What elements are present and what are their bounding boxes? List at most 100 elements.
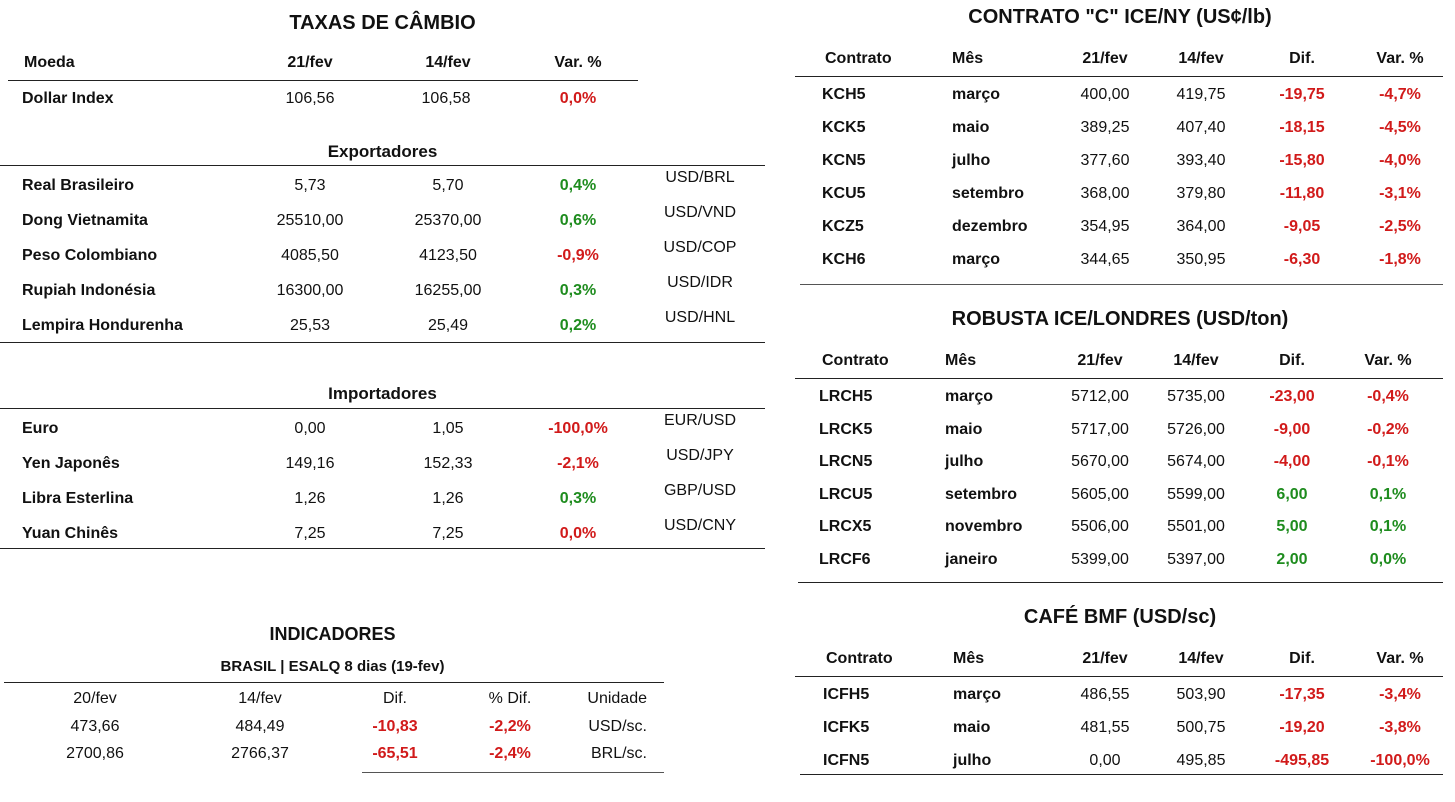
robusta-title: ROBUSTA ICE/LONDRES (USD/ton)	[951, 308, 1289, 330]
ice_ny-contract: KCN5	[822, 152, 866, 169]
robusta-var: -0,4%	[1367, 388, 1409, 405]
fx-import-bottom-rule	[0, 548, 765, 549]
robusta-v2: 5674,00	[1167, 453, 1225, 470]
fx-v1: 0,00	[294, 420, 326, 437]
robusta-v1: 5506,00	[1071, 518, 1129, 535]
robusta-v1: 5670,00	[1071, 453, 1129, 470]
robusta-v1: 5717,00	[1071, 420, 1129, 438]
fx-name: Euro	[22, 420, 59, 437]
robusta-var: 0,1%	[1369, 518, 1407, 535]
ind-dif: -10,83	[372, 718, 418, 735]
bmf-header-d1: 21/fev	[1082, 650, 1128, 667]
ice_ny-contract: KCK5	[822, 119, 866, 136]
robusta-contract: LRCH5	[819, 388, 873, 405]
robusta-contract: LRCN5	[819, 453, 873, 470]
indicadores-rule	[4, 682, 664, 683]
fx-v2: 1,26	[432, 490, 464, 507]
fx-export-bottom-rule	[0, 342, 765, 343]
robusta-header-contrato: Contrato	[822, 352, 889, 369]
bmf-contract: ICFH5	[823, 686, 870, 703]
fx-v2: 7,25	[432, 525, 464, 542]
bmf-header-dif: Dif.	[1289, 650, 1315, 667]
robusta-dif: -9,00	[1273, 420, 1311, 438]
bmf-header-var: Var. %	[1376, 650, 1424, 667]
robusta-month: maio	[945, 420, 983, 438]
robusta-dif: -23,00	[1269, 388, 1315, 405]
fx-pair: USD/BRL	[665, 169, 735, 186]
fx-exportadores-label: Exportadores	[327, 142, 438, 161]
ind-unit: USD/sc.	[588, 718, 647, 735]
robusta-header-dif: Dif.	[1279, 352, 1305, 369]
fx-var: -0,9%	[557, 247, 599, 264]
ice_ny-var: -3,1%	[1379, 185, 1421, 202]
ice-ny-section: CONTRATO "C" ICE/NY (US¢/lb) Contrato Mês…	[795, 0, 1450, 290]
robusta-v2: 5501,00	[1167, 518, 1225, 535]
bmf-dif: -17,35	[1279, 686, 1325, 703]
fx-v1: 4085,50	[281, 247, 339, 264]
robusta-contract: LRCK5	[819, 420, 873, 438]
ice_ny-dif: -18,15	[1279, 119, 1325, 136]
fx-name: Real Brasileiro	[22, 177, 135, 194]
robusta-contract: LRCU5	[819, 485, 873, 503]
fx-pair: GBP/USD	[663, 482, 736, 499]
bmf-var: -3,4%	[1379, 686, 1421, 703]
ice_ny-v1: 368,00	[1080, 185, 1130, 202]
robusta-header-mes: Mês	[945, 352, 977, 369]
robusta-var: 0,0%	[1369, 550, 1407, 568]
fx-name: Yen Japonês	[22, 455, 120, 472]
ice_ny-contract: KCU5	[822, 185, 866, 202]
ice_ny-v2: 364,00	[1176, 218, 1226, 235]
ice-ny-bottom-rule	[800, 284, 1443, 285]
robusta-v1: 5605,00	[1071, 485, 1129, 503]
bmf-contract: ICFN5	[823, 752, 870, 769]
robusta-v2: 5735,00	[1167, 388, 1225, 405]
ind-dif: -65,51	[372, 745, 418, 762]
fx-var: 0,2%	[559, 317, 597, 334]
robusta-v1: 5712,00	[1071, 388, 1129, 405]
bmf-header-rule	[795, 676, 1443, 677]
bmf-dif: -495,85	[1274, 752, 1330, 769]
fx-var: -100,0%	[548, 420, 608, 437]
fx-pair: USD/CNY	[663, 517, 736, 534]
fx-v1: 25,53	[289, 317, 331, 334]
indicadores-bottom-rule	[362, 772, 664, 773]
ice_ny-v1: 377,60	[1080, 152, 1130, 169]
robusta-header-d1: 21/fev	[1077, 352, 1123, 369]
robusta-bottom-rule	[798, 582, 1443, 583]
robusta-v1: 5399,00	[1071, 550, 1129, 568]
fx-var: 0,3%	[559, 282, 597, 299]
fx-var: 0,3%	[559, 490, 597, 507]
fx-pair: USD/VND	[663, 204, 736, 221]
ice-ny-title: CONTRATO "C" ICE/NY (US¢/lb)	[968, 6, 1272, 28]
fx-name: Rupiah Indonésia	[22, 282, 156, 299]
robusta-section: ROBUSTA ICE/LONDRES (USD/ton) Contrato Mê…	[795, 300, 1450, 590]
bmf-v1: 481,55	[1080, 719, 1130, 736]
bmf-v2: 500,75	[1176, 719, 1226, 736]
fx-var: 0,6%	[559, 212, 597, 229]
fx-v1: 149,16	[285, 455, 335, 472]
fx-header-var: Var. %	[554, 54, 602, 71]
fx-var: 0,0%	[559, 90, 597, 107]
fx-v1: 106,56	[285, 90, 335, 107]
ice_ny-v2: 379,80	[1176, 185, 1226, 202]
bmf-header-d2: 14/fev	[1178, 650, 1224, 667]
ice_ny-v2: 407,40	[1176, 119, 1226, 136]
ice_ny-v1: 344,65	[1080, 251, 1130, 268]
bmf-header-mes: Mês	[953, 650, 985, 667]
fx-v1: 1,26	[294, 490, 326, 507]
fx-v1: 16300,00	[276, 282, 344, 299]
fx-v2: 5,70	[432, 177, 464, 194]
robusta-dif: 2,00	[1276, 550, 1308, 568]
ice_ny-contract: KCH5	[822, 86, 866, 103]
robusta-header-var: Var. %	[1364, 352, 1412, 369]
ind-unit: BRL/sc.	[590, 745, 647, 762]
ice-ny-header-rule	[795, 76, 1443, 77]
ind-v2: 2766,37	[231, 745, 289, 762]
fx-title: TAXAS DE CÂMBIO	[289, 12, 476, 34]
robusta-month: março	[945, 388, 994, 405]
ice_ny-var: -4,5%	[1379, 119, 1421, 136]
ice_ny-dif: -9,05	[1283, 218, 1321, 235]
robusta-month: novembro	[945, 518, 1023, 535]
robusta-month: julho	[945, 453, 984, 470]
ice_ny-var: -4,0%	[1379, 152, 1421, 169]
